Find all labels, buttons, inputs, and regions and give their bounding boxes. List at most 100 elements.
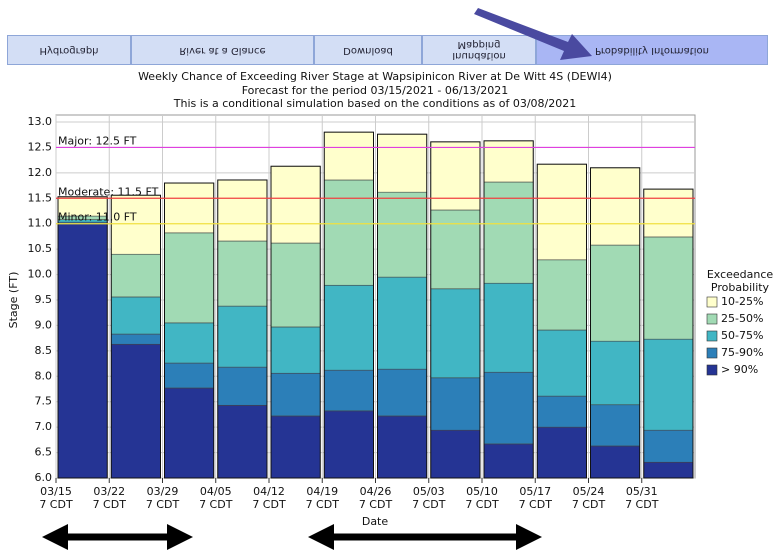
x-tick-label: 05/10 [466,485,498,498]
bar-outline [377,133,428,479]
bar-segment [536,259,587,331]
bar-segment [270,326,321,374]
bar-outline [643,188,694,479]
legend-label: 75-90% [721,346,763,359]
legend-label: 25-50% [721,312,763,325]
bar-segment [536,329,587,397]
tab[interactable]: River at a Glance [131,35,314,65]
x-tick-label: 04/26 [360,485,392,498]
y-tick-label: 13.0 [28,115,53,128]
legend-swatch [706,313,718,325]
legend-title: Probability [711,281,770,294]
bar-segment [430,429,481,479]
x-tick-label: 7 CDT [93,498,127,511]
bar-segment [270,372,321,417]
bar-segment [643,188,694,238]
threshold-label: Major: 12.5 FT [58,134,137,147]
bar-segment [643,429,694,463]
bar-outline [57,196,108,479]
bar-segment [217,366,268,406]
tab[interactable]: Hydrograph [7,35,131,65]
bar-segment [323,410,374,479]
bar-segment [536,395,587,428]
bar-outline [590,167,641,479]
legend-swatch [706,364,718,376]
bar-segment [217,240,268,307]
chart-subtitle: This is a conditional simulation based o… [173,97,577,110]
y-tick-label: 6.0 [35,471,53,484]
tab[interactable]: Inundation Mapping [422,35,536,65]
bar-segment [483,443,534,479]
bar-segment [323,131,374,181]
y-tick-label: 8.5 [35,344,53,357]
tab[interactable]: Download [314,35,422,65]
y-tick-label: 9.5 [35,293,53,306]
y-tick-label: 11.5 [28,191,53,204]
legend-swatch [706,330,718,342]
x-tick-label: 7 CDT [252,498,286,511]
bar-segment [483,371,534,445]
bar-segment [590,404,641,447]
bar-segment [164,182,215,234]
x-tick-label: 7 CDT [199,498,233,511]
x-tick-label: 7 CDT [412,498,446,511]
x-tick-label: 7 CDT [39,498,73,511]
bar-outline [164,182,215,479]
x-tick-label: 04/05 [200,485,232,498]
bar-segment [643,236,694,340]
bar-segment [377,415,428,479]
y-tick-label: 11.0 [28,217,53,230]
bar-segment [643,338,694,431]
bar-segment [270,165,321,244]
x-tick-label: 7 CDT [359,498,393,511]
bar-segment [110,253,161,298]
y-tick-label: 9.0 [35,318,53,331]
y-tick-label: 8.0 [35,369,53,382]
bar-segment [590,445,641,479]
pointer-arrow [474,8,592,60]
bar-segment [164,232,215,324]
bar-segment [323,284,374,371]
x-axis-label: Date [362,515,389,528]
y-tick-label: 6.5 [35,446,53,459]
x-tick-label: 03/15 [40,485,72,498]
legend-swatch [706,296,718,308]
x-tick-label: 03/22 [93,485,125,498]
bar-segment [164,322,215,364]
threshold-label: Moderate: 11.5 FT [58,185,159,198]
x-tick-label: 7 CDT [465,498,499,511]
chart-title: Weekly Chance of Exceeding River Stage a… [138,70,612,83]
x-tick-label: 05/31 [626,485,658,498]
bar-segment [323,179,374,286]
bar-segment [164,362,215,389]
legend-title: Exceedance [707,268,774,281]
bar-segment [536,163,587,261]
y-tick-label: 12.0 [28,166,53,179]
bar-outline [270,165,321,479]
x-tick-label: 7 CDT [519,498,553,511]
legend-swatch [706,347,718,359]
bar-segment [430,209,481,290]
bar-segment [430,141,481,211]
y-tick-label: 7.0 [35,420,53,433]
chart-subtitle: Forecast for the period 03/15/2021 - 06/… [242,84,509,97]
bar-segment [377,133,428,193]
bar-segment [590,167,641,246]
y-tick-label: 10.5 [28,242,53,255]
legend-label: 10-25% [721,295,763,308]
bar-segment [430,288,481,379]
x-tick-label: 04/19 [306,485,338,498]
bar-outline [323,131,374,479]
x-tick-label: 05/24 [573,485,605,498]
bar-segment [164,387,215,479]
x-tick-label: 03/29 [147,485,179,498]
x-tick-label: 05/03 [413,485,445,498]
bar-outline [483,140,534,479]
bar-outline [430,141,481,479]
bar-segment [430,377,481,431]
double-arrow [42,524,193,550]
bar-outline [110,194,161,479]
bar-segment [590,244,641,342]
